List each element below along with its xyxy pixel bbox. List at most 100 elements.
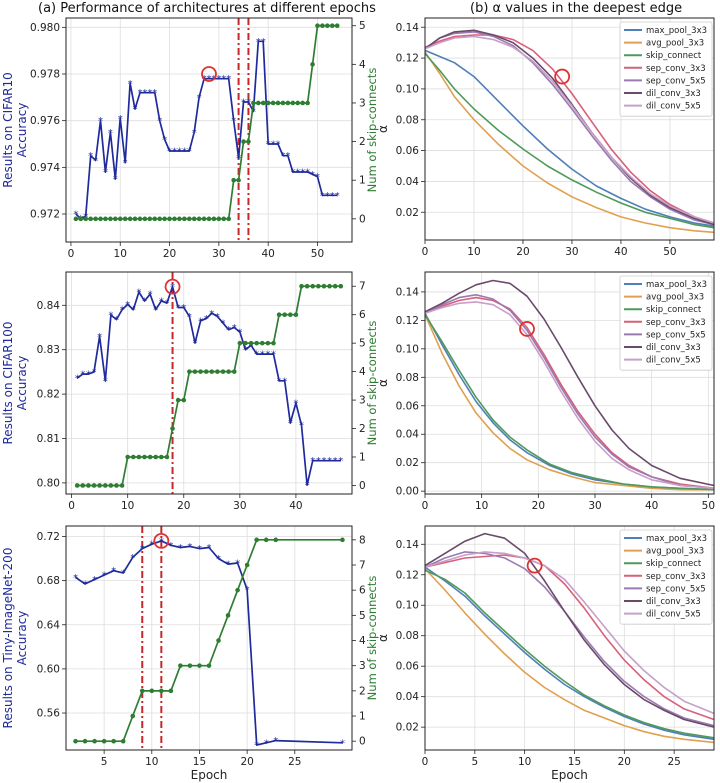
skip-marker bbox=[300, 100, 305, 106]
skip-marker bbox=[137, 216, 143, 222]
accuracy-marker: * bbox=[197, 544, 202, 555]
skip-marker bbox=[136, 454, 142, 460]
accuracy-marker: * bbox=[277, 376, 282, 387]
accuracy-marker: * bbox=[271, 350, 276, 361]
series-line bbox=[424, 49, 715, 227]
accuracy-marker: * bbox=[181, 303, 186, 314]
skip-marker bbox=[98, 216, 103, 222]
accuracy-marker: * bbox=[273, 736, 278, 747]
skip-marker bbox=[338, 283, 344, 289]
y2-tick-label: 5 bbox=[359, 338, 366, 350]
y-tick-label: 0.60 bbox=[37, 663, 60, 675]
y2-tick-label: 3 bbox=[359, 97, 366, 109]
series-line bbox=[424, 566, 715, 741]
accuracy-marker: * bbox=[80, 370, 85, 381]
accuracy-marker: * bbox=[293, 398, 298, 409]
y-tick-label: 0.12 bbox=[396, 53, 419, 65]
skip-marker bbox=[132, 216, 138, 222]
accuracy-marker: * bbox=[113, 175, 118, 186]
x-tick-label: 50 bbox=[663, 246, 676, 258]
y2-tick-label: 6 bbox=[359, 309, 366, 321]
accuracy-marker: * bbox=[254, 350, 259, 361]
skip-marker bbox=[91, 483, 97, 488]
skip-marker bbox=[125, 454, 130, 460]
skip-marker bbox=[340, 537, 345, 543]
skip-marker bbox=[170, 426, 175, 431]
skip-marker bbox=[332, 283, 338, 289]
accuracy-marker: * bbox=[170, 282, 175, 293]
skip-marker bbox=[259, 340, 265, 346]
accuracy-marker: * bbox=[265, 350, 270, 361]
accuracy-marker: * bbox=[251, 107, 256, 118]
legend-label: sep_conv_3x3 bbox=[646, 64, 706, 74]
skip-marker bbox=[295, 100, 301, 106]
skip-marker bbox=[215, 369, 220, 374]
accuracy-marker: * bbox=[118, 114, 123, 125]
legend-label: dil_conv_5x5 bbox=[646, 102, 701, 112]
skip-marker bbox=[80, 483, 86, 488]
accuracy-marker: * bbox=[327, 456, 332, 467]
y-axis-label-line: Accuracy bbox=[15, 356, 29, 411]
accuracy-marker: * bbox=[168, 541, 173, 552]
y-tick-label: 0.84 bbox=[37, 300, 61, 312]
skip-marker bbox=[315, 23, 320, 29]
accuracy-marker: * bbox=[153, 305, 158, 316]
accuracy-marker: * bbox=[187, 542, 192, 553]
series-line bbox=[424, 51, 715, 234]
x-tick-label: 10 bbox=[467, 246, 480, 258]
skip-marker bbox=[139, 688, 145, 694]
skip-marker bbox=[196, 216, 202, 222]
series-line bbox=[424, 279, 715, 487]
skip-marker bbox=[276, 312, 282, 317]
x-tick-label: 40 bbox=[614, 246, 627, 258]
skip-marker bbox=[293, 312, 299, 317]
skip-marker bbox=[316, 283, 321, 289]
y-tick-label: 0.68 bbox=[37, 575, 60, 587]
plot-frame bbox=[65, 17, 353, 243]
accuracy-marker: * bbox=[162, 135, 167, 146]
skip-marker bbox=[162, 216, 167, 222]
series-line bbox=[75, 540, 343, 746]
y2-tick-label: 6 bbox=[359, 585, 366, 597]
accuracy-marker: * bbox=[226, 560, 231, 571]
skip-marker bbox=[167, 216, 172, 222]
accuracy-marker: * bbox=[88, 151, 93, 162]
skip-marker bbox=[320, 23, 325, 29]
accuracy-marker: * bbox=[231, 116, 236, 127]
accuracy-marker: * bbox=[98, 116, 103, 127]
accuracy-marker: * bbox=[266, 140, 271, 151]
skip-marker bbox=[114, 483, 119, 488]
accuracy-marker: * bbox=[237, 327, 242, 338]
skip-marker bbox=[103, 216, 108, 222]
accuracy-marker: * bbox=[300, 168, 305, 179]
y-axis-label: α bbox=[376, 125, 390, 133]
y-tick-label: 0.14 bbox=[396, 539, 420, 551]
skip-marker bbox=[101, 738, 107, 744]
accuracy-marker: * bbox=[310, 456, 315, 467]
y2-tick-label: 3 bbox=[359, 395, 366, 407]
accuracy-marker: * bbox=[221, 319, 226, 330]
accuracy-marker: * bbox=[249, 341, 254, 352]
legend-label: skip_connect bbox=[646, 305, 702, 315]
skip-marker bbox=[220, 369, 226, 374]
skip-marker bbox=[260, 100, 266, 106]
skip-marker bbox=[142, 454, 147, 460]
skip-marker bbox=[191, 216, 197, 222]
skip-marker bbox=[119, 483, 125, 488]
y-tick-label: 0.08 bbox=[396, 372, 419, 384]
x-tick-label: 25 bbox=[288, 756, 301, 768]
skip-marker bbox=[159, 454, 164, 460]
y-tick-label: 0.12 bbox=[396, 315, 419, 327]
accuracy-marker: * bbox=[325, 191, 330, 202]
series-line bbox=[76, 285, 341, 486]
accuracy-marker: * bbox=[216, 554, 221, 565]
series-line bbox=[424, 52, 715, 229]
skip-marker bbox=[142, 216, 148, 222]
accuracy-marker: * bbox=[207, 543, 212, 554]
series-line bbox=[424, 35, 715, 224]
x-tick-label: 40 bbox=[261, 248, 274, 260]
accuracy-marker: * bbox=[128, 79, 133, 90]
skip-marker bbox=[304, 283, 310, 289]
skip-marker bbox=[147, 454, 153, 460]
x-tick-label: 20 bbox=[177, 500, 190, 512]
